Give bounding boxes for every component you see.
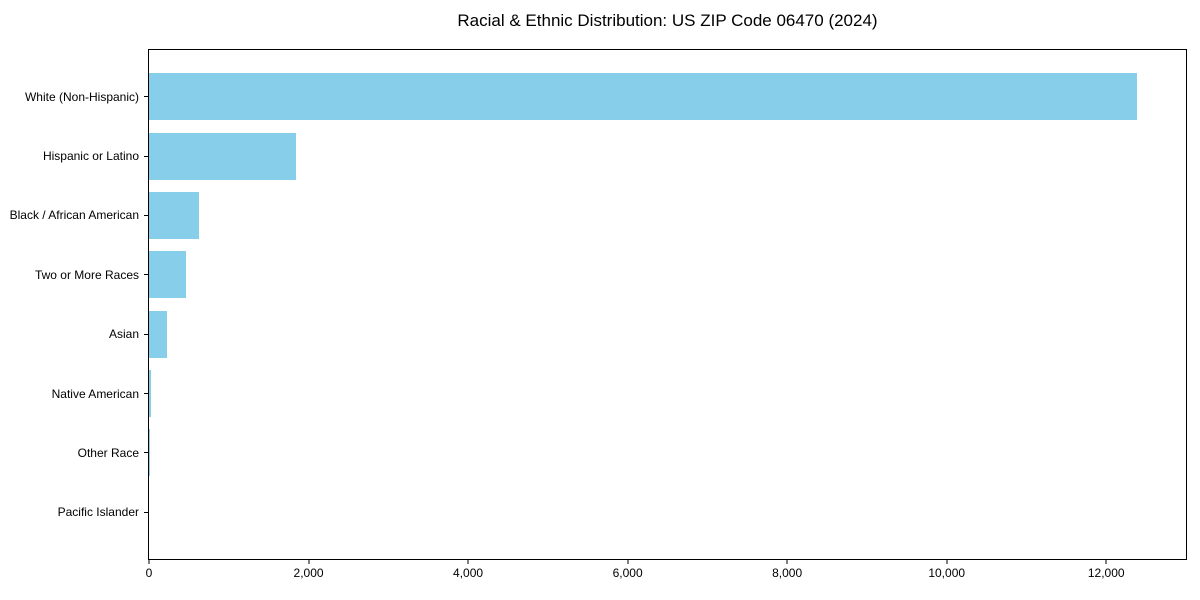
bars-container: White (Non-Hispanic) Hispanic or Latino Bl…: [10, 67, 1186, 542]
y-axis-label: Other Race: [77, 445, 139, 460]
x-tick-label: 6,000: [612, 566, 643, 580]
y-tick: [144, 155, 149, 157]
bar-row: White (Non-Hispanic): [25, 67, 1186, 126]
bar-row: Other Race: [78, 423, 1186, 482]
x-tick: [467, 559, 469, 564]
y-tick: [144, 274, 149, 276]
bar: [149, 310, 168, 358]
x-tick-label: 0: [145, 566, 153, 580]
x-tick: [308, 559, 310, 564]
y-axis-label: Black / African American: [9, 208, 139, 223]
y-tick: [144, 452, 149, 454]
bar: [149, 251, 187, 299]
y-tick: [144, 214, 149, 216]
y-tick: [144, 511, 149, 513]
x-tick-label: 4,000: [453, 566, 484, 580]
x-tick: [786, 559, 788, 564]
y-axis-label: Two or More Races: [34, 267, 139, 282]
x-tick-label: 12,000: [1087, 566, 1125, 580]
y-tick: [144, 96, 149, 98]
y-tick: [144, 393, 149, 395]
bar-row: Native American: [52, 364, 1186, 423]
bar-row: Two or More Races: [35, 245, 1186, 304]
x-tick-label: 2,000: [293, 566, 324, 580]
y-axis-label: Hispanic or Latino: [42, 149, 139, 164]
x-tick: [148, 559, 150, 564]
bar-row: Black / African American: [10, 186, 1186, 245]
bar-row: Pacific Islander: [58, 483, 1186, 542]
bar-row: Asian: [109, 305, 1186, 364]
bar-row: Hispanic or Latino: [43, 126, 1186, 185]
plot-area: White (Non-Hispanic) Hispanic or Latino Bl…: [10, 49, 1187, 580]
y-axis-label: Pacific Islander: [57, 505, 139, 520]
y-axis-label: Asian: [108, 327, 139, 342]
y-axis-label: Native American: [51, 386, 139, 401]
x-tick: [1105, 559, 1107, 564]
chart-title: Racial & Ethnic Distribution: US ZIP Cod…: [457, 11, 878, 30]
x-tick: [946, 559, 948, 564]
bar: [149, 191, 200, 239]
bar: [149, 370, 151, 418]
y-tick: [144, 333, 149, 335]
y-axis-label: White (Non-Hispanic): [24, 89, 139, 104]
x-tick: [627, 559, 629, 564]
x-tick-label: 10,000: [928, 566, 966, 580]
x-tick-label: 8,000: [772, 566, 803, 580]
bar: [149, 73, 1138, 121]
bar: [149, 132, 296, 180]
